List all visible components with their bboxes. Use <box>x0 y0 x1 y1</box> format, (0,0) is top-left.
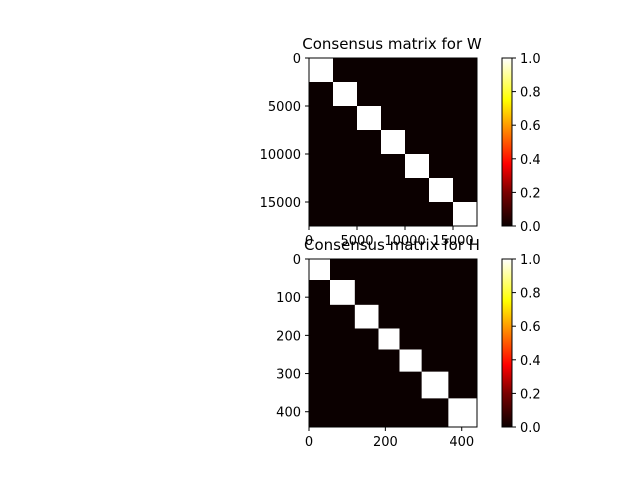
colorbar-tick-label: 1.0 <box>520 253 541 268</box>
consensus-block <box>429 178 453 202</box>
y-tick-label: 100 <box>276 291 301 306</box>
y-tick-label: 15000 <box>260 196 301 211</box>
consensus-block <box>448 398 477 427</box>
y-tick-label: 200 <box>276 329 301 344</box>
colorbar-tick-label: 0.4 <box>520 354 541 369</box>
colorbar-tick-label: 0.2 <box>520 186 541 201</box>
colorbar-tick-label: 0.2 <box>520 387 541 402</box>
colorbar-tick-label: 0.0 <box>520 421 541 436</box>
x-tick-label: 200 <box>373 435 398 450</box>
consensus-w-panel: Consensus matrix for W 0 5000 10000 15000 0… <box>260 35 541 249</box>
colorbar-h <box>501 258 513 428</box>
consensus-block <box>453 202 477 226</box>
colorbar-tick-label: 0.0 <box>520 220 541 235</box>
consensus-block <box>405 154 429 178</box>
x-tick-label: 10000 <box>384 234 425 249</box>
consensus-block <box>309 58 333 82</box>
colorbar-tick-label: 1.0 <box>520 52 541 67</box>
x-tick-label: 5000 <box>340 234 373 249</box>
y-tick-label: 400 <box>276 406 301 421</box>
consensus-block <box>354 304 379 329</box>
y-tick-label: 5000 <box>268 100 301 115</box>
colorbar-tick-label: 0.6 <box>520 119 541 134</box>
consensus-block <box>378 328 400 350</box>
heatmap-frame-h <box>308 258 478 428</box>
colorbar-tick-label: 0.6 <box>520 320 541 335</box>
x-tick-label: 15000 <box>432 234 473 249</box>
consensus-block <box>381 130 405 154</box>
x-tick-label: 0 <box>305 234 313 249</box>
consensus-block <box>399 349 422 372</box>
y-tick-label: 0 <box>293 52 301 67</box>
consensus-block <box>309 259 330 280</box>
chart-title-w: Consensus matrix for W <box>302 35 482 53</box>
y-tick-label: 300 <box>276 368 301 383</box>
consensus-block <box>330 280 355 305</box>
consensus-h-panel: Consensus matrix for H 0 100 200 300 400 0 20… <box>276 236 541 450</box>
heatmap-frame-w <box>308 57 478 227</box>
y-tick-label: 0 <box>293 253 301 268</box>
y-tick-label: 10000 <box>260 148 301 163</box>
consensus-block <box>333 82 357 106</box>
colorbar-w <box>501 57 513 227</box>
x-tick-label: 0 <box>305 435 313 450</box>
colorbar-tick-label: 0.8 <box>520 86 541 101</box>
colorbar-tick-label: 0.8 <box>520 287 541 302</box>
x-tick-label: 400 <box>449 435 474 450</box>
consensus-block <box>357 106 381 130</box>
consensus-block <box>421 371 449 399</box>
colorbar-tick-label: 0.4 <box>520 153 541 168</box>
chart-title-h: Consensus matrix for H <box>304 236 480 254</box>
